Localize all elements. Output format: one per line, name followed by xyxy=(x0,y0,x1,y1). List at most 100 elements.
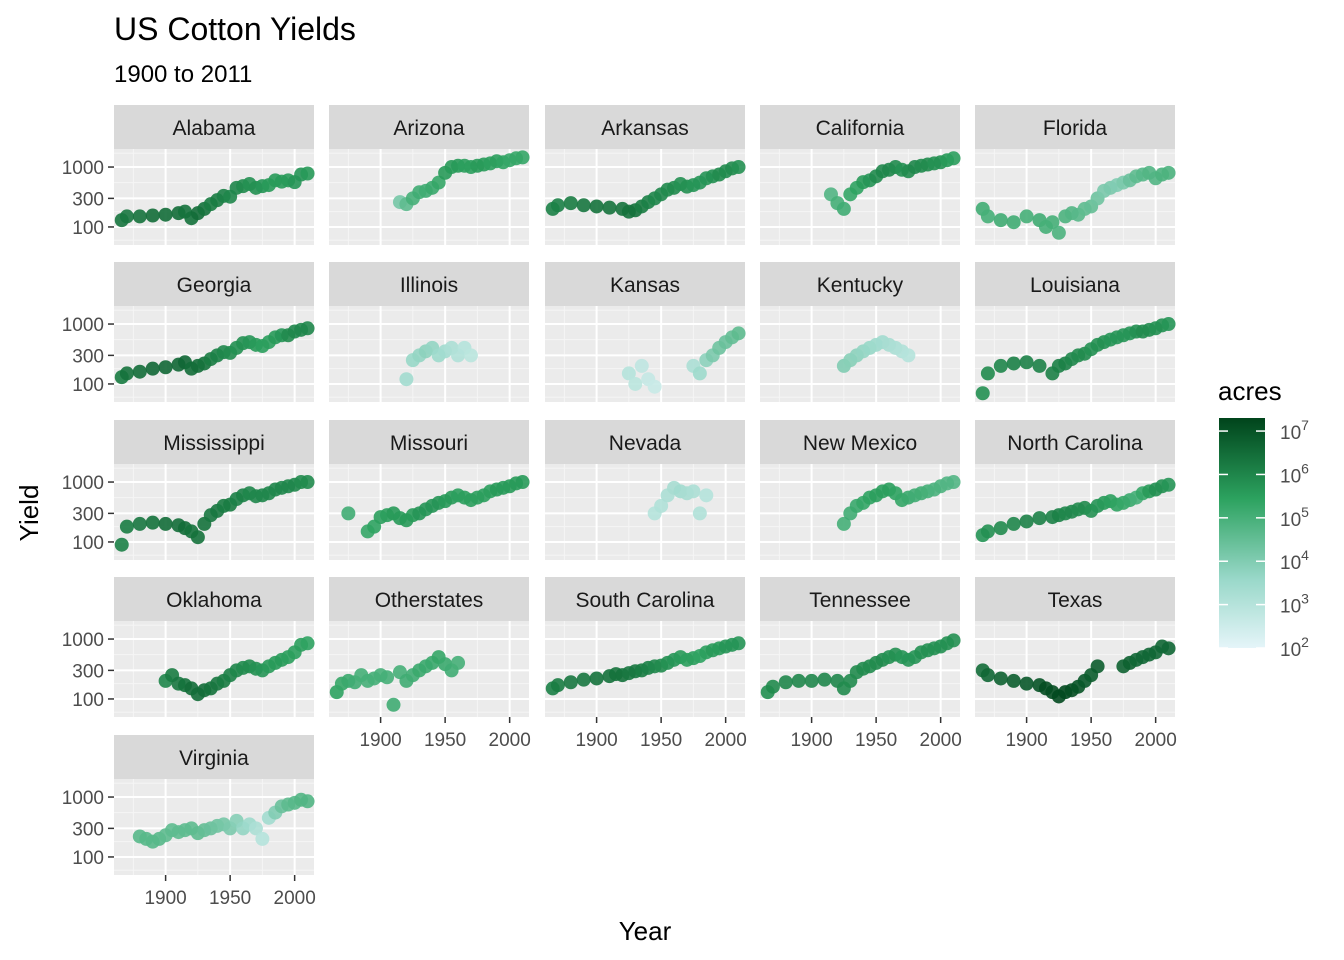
facet-strip xyxy=(114,735,314,779)
facet-strip-label: South Carolina xyxy=(576,589,715,612)
data-point xyxy=(765,679,780,694)
facet-strip-label: Texas xyxy=(1048,589,1103,612)
legend-label-exponent: 6 xyxy=(1301,460,1309,476)
facet-panel: Missouri xyxy=(329,420,530,560)
data-point xyxy=(158,360,173,375)
data-point xyxy=(248,821,263,836)
facet-strip-label: Florida xyxy=(1043,117,1108,140)
y-tick-label: 1000 xyxy=(62,630,104,651)
data-point xyxy=(255,831,270,846)
y-tick-label: 300 xyxy=(72,504,104,525)
data-point xyxy=(980,209,995,224)
x-tick-label: 2000 xyxy=(274,888,316,909)
data-point xyxy=(300,794,315,809)
facet-panel: North Carolina xyxy=(975,420,1176,560)
facet-strip-label: Otherstates xyxy=(375,589,484,612)
data-point xyxy=(563,196,578,211)
x-tick-label: 2000 xyxy=(705,730,747,751)
data-point xyxy=(550,198,565,213)
data-point xyxy=(731,160,746,175)
x-tick-label: 2000 xyxy=(489,730,531,751)
data-point xyxy=(119,366,134,381)
data-point xyxy=(946,633,961,648)
x-tick-label: 2000 xyxy=(920,730,962,751)
data-point xyxy=(980,366,995,381)
data-point xyxy=(699,488,714,503)
data-point xyxy=(1161,641,1176,656)
data-point xyxy=(1019,355,1034,370)
facet-strip xyxy=(545,420,745,464)
legend-label-base: 10 xyxy=(1280,640,1301,661)
facet-strip-label: Illinois xyxy=(400,274,458,297)
facet-panel: Kansas xyxy=(545,262,746,402)
facet-strip xyxy=(114,577,314,621)
x-tick-label: 1950 xyxy=(640,730,682,751)
y-tick-label: 100 xyxy=(72,375,104,396)
facet-strip xyxy=(114,420,314,464)
data-point xyxy=(946,151,961,166)
facet-panel: Tennessee 1900 1950 2000 xyxy=(760,577,962,751)
legend-label-exponent: 7 xyxy=(1301,417,1309,433)
legend-label-base: 10 xyxy=(1280,510,1301,531)
x-tick-label: 1950 xyxy=(1070,730,1112,751)
data-point xyxy=(158,207,173,222)
facet-strip xyxy=(975,420,1175,464)
facet-strip-label: Mississippi xyxy=(163,432,265,455)
data-point xyxy=(145,208,160,223)
data-point xyxy=(804,673,819,688)
data-point xyxy=(132,209,147,224)
data-point xyxy=(975,386,990,401)
legend-label: 103 xyxy=(1280,591,1309,618)
facet-panel: Arkansas xyxy=(545,105,746,245)
data-point xyxy=(300,166,315,181)
legend-label: 105 xyxy=(1280,504,1309,531)
data-point xyxy=(563,675,578,690)
facet-panel: New Mexico xyxy=(760,420,961,560)
facet-strip xyxy=(975,262,1175,306)
y-tick-label: 100 xyxy=(72,848,104,869)
y-tick-label: 1000 xyxy=(62,788,104,809)
legend-label: 107 xyxy=(1280,417,1309,444)
facet-strip xyxy=(329,262,529,306)
facet-strip-label: Kentucky xyxy=(817,274,904,297)
facet-strip xyxy=(975,577,1175,621)
facet-strip-label: Tennessee xyxy=(809,589,911,612)
data-point xyxy=(341,506,356,521)
data-point xyxy=(1051,225,1066,240)
data-point xyxy=(980,668,995,683)
facet-strip xyxy=(975,105,1175,149)
data-point xyxy=(132,516,147,531)
y-tick-label: 300 xyxy=(72,661,104,682)
data-point xyxy=(300,475,315,490)
facet-strip xyxy=(760,105,960,149)
facet-panel: Kentucky xyxy=(760,262,960,402)
data-point xyxy=(1006,516,1021,531)
facet-panel: Alabama 100 300 1000 xyxy=(62,105,315,245)
facet-strip xyxy=(114,105,314,149)
legend-label-exponent: 4 xyxy=(1301,547,1309,563)
data-point xyxy=(1006,356,1021,371)
x-tick-label: 1900 xyxy=(575,730,617,751)
facet-strip xyxy=(760,577,960,621)
data-point xyxy=(119,519,134,534)
panel-background xyxy=(975,149,1175,245)
data-point xyxy=(634,358,649,373)
data-point xyxy=(654,498,669,513)
data-point xyxy=(1019,676,1034,691)
data-point xyxy=(778,675,793,690)
data-point xyxy=(1019,209,1034,224)
x-tick-label: 2000 xyxy=(1135,730,1177,751)
data-point xyxy=(993,358,1008,373)
legend-label: 106 xyxy=(1280,460,1309,487)
facet-strip xyxy=(114,262,314,306)
facet-strip-label: North Carolina xyxy=(1007,432,1143,455)
legend-label: 104 xyxy=(1280,547,1309,574)
legend-label-exponent: 2 xyxy=(1301,634,1309,650)
panel-background xyxy=(975,621,1175,717)
data-point xyxy=(589,671,604,686)
data-point xyxy=(993,521,1008,536)
facet-panel: Nevada xyxy=(545,420,745,560)
facet-panel: California xyxy=(760,105,961,245)
data-point xyxy=(647,379,662,394)
